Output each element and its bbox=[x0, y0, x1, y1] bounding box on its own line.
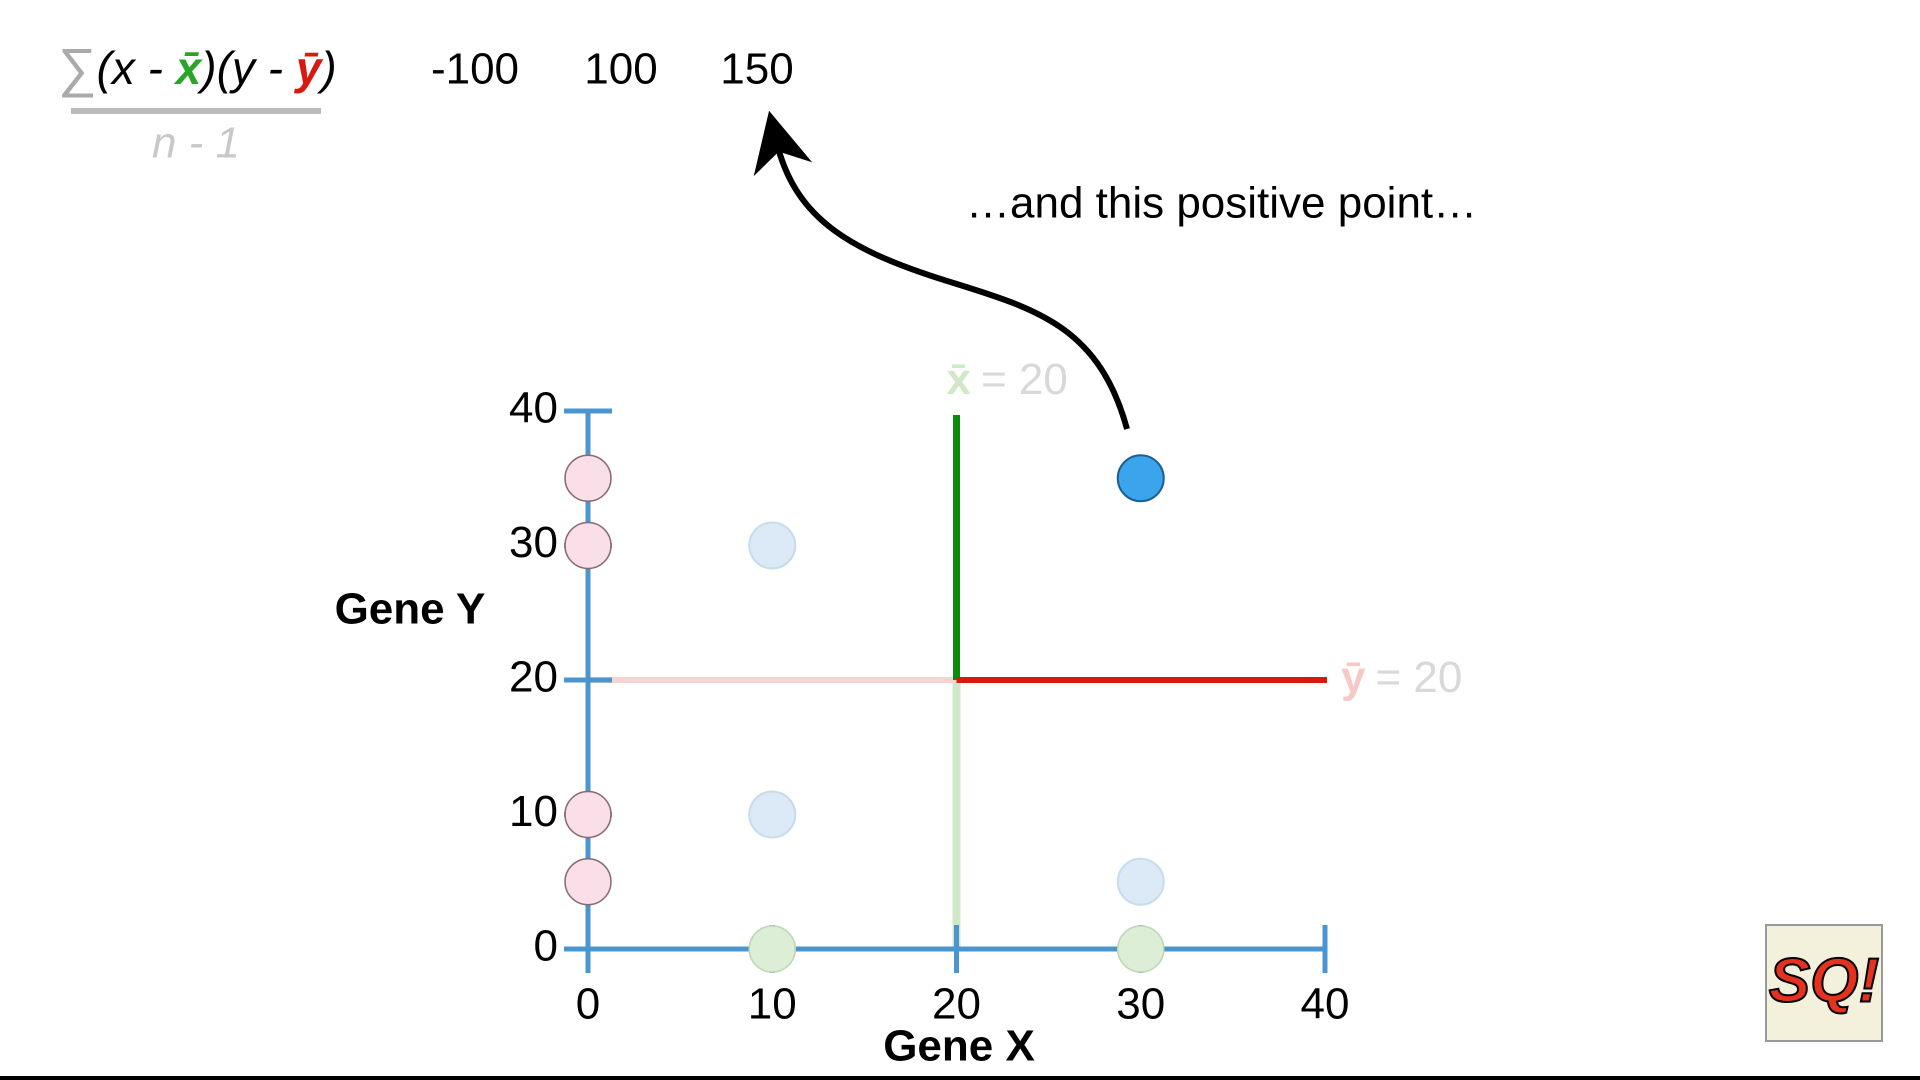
y-tick-label: 0 bbox=[534, 922, 558, 971]
logo-text: SQ! bbox=[1769, 946, 1879, 1015]
x-tick-label: 0 bbox=[576, 980, 600, 1029]
y-mean-label: ȳ = 20 bbox=[1341, 653, 1462, 702]
y-projection bbox=[564, 858, 612, 906]
x-mean-label: x̄ = 20 bbox=[947, 355, 1068, 404]
x-mean-symbol: x̄ bbox=[947, 355, 972, 404]
formula-part: ) bbox=[316, 42, 336, 94]
point bbox=[1116, 857, 1165, 906]
bottom-bar bbox=[0, 1076, 1920, 1080]
formula-part: x̄ bbox=[173, 42, 204, 94]
x-tick-label: 20 bbox=[932, 980, 981, 1029]
y-projection bbox=[564, 790, 612, 839]
y-mean-text: = 20 bbox=[1375, 653, 1462, 702]
x-projection bbox=[748, 925, 796, 973]
logo-box bbox=[1765, 924, 1883, 1042]
y-projection bbox=[564, 521, 612, 570]
x-axis-label: Gene X bbox=[883, 1022, 1035, 1071]
product: -100 bbox=[431, 45, 519, 94]
point bbox=[748, 790, 797, 839]
formula-part: ȳ bbox=[294, 42, 324, 94]
formula-part: )(y - bbox=[196, 42, 296, 94]
arrow bbox=[753, 110, 1130, 430]
y-tick-label: 30 bbox=[509, 518, 558, 567]
y-tick-label: 10 bbox=[509, 787, 558, 836]
formula: ∑(x - x̄)(y - ȳ) bbox=[58, 38, 337, 98]
product: 100 bbox=[584, 45, 657, 94]
y-mean-symbol: ȳ bbox=[1341, 653, 1366, 702]
highlighted-point bbox=[1116, 454, 1165, 503]
denominator: n - 1 bbox=[152, 119, 240, 168]
y-tick-label: 20 bbox=[509, 653, 558, 702]
logo: SQ! bbox=[1765, 924, 1883, 1042]
x-tick-label: 10 bbox=[748, 980, 797, 1029]
x-projection bbox=[1117, 925, 1165, 973]
y-projection bbox=[564, 454, 612, 502]
x-tick-label: 40 bbox=[1301, 980, 1350, 1029]
point bbox=[748, 521, 797, 570]
product: 150 bbox=[720, 45, 793, 94]
x-tick-label: 30 bbox=[1116, 980, 1165, 1029]
y-axis-label: Gene Y bbox=[335, 585, 486, 634]
x-mean-text: = 20 bbox=[981, 355, 1068, 404]
y-tick-label: 40 bbox=[509, 384, 558, 433]
formula-part: ∑ bbox=[58, 38, 97, 98]
formula-part: (x - bbox=[97, 42, 176, 94]
annotation: …and this positive point… bbox=[966, 179, 1477, 228]
